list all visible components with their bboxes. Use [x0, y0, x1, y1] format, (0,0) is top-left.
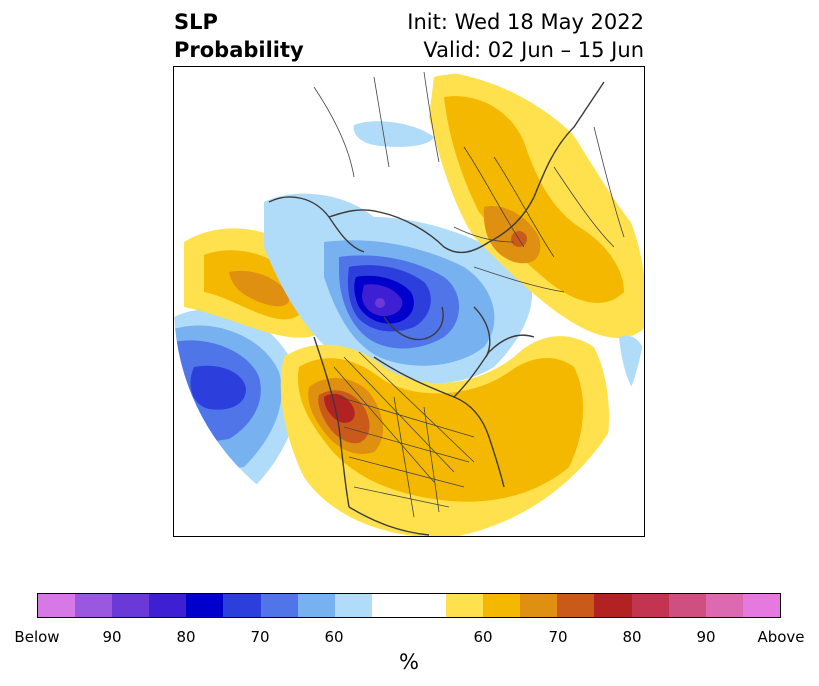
colorbar-swatch	[483, 594, 521, 617]
valid-date-range: Valid: 02 Jun – 15 Jun	[423, 38, 644, 62]
colorbar-swatch	[594, 594, 632, 617]
colorbar-swatch	[742, 594, 780, 617]
colorbar-swatch	[631, 594, 669, 617]
init-date: Init: Wed 18 May 2022	[407, 10, 644, 34]
colorbar-swatch	[557, 594, 595, 617]
colorbar-swatch	[186, 594, 224, 617]
arctic-below-area	[264, 193, 533, 384]
title-product: Probability	[174, 38, 304, 62]
colorbar-swatch	[149, 594, 187, 617]
colorbar-swatch	[75, 594, 113, 617]
title-variable: SLP	[174, 10, 218, 34]
colorbar-swatch	[297, 594, 335, 617]
atlantic-below-area	[619, 335, 644, 397]
colorbar-swatch	[260, 594, 298, 617]
colorbar-swatch	[520, 594, 558, 617]
colorbar-tick-label: 60	[324, 628, 344, 646]
siberia-below-area	[353, 121, 434, 147]
colorbar-unit: %	[399, 650, 419, 674]
colorbar-tick-label: 70	[548, 628, 568, 646]
colorbar-tick-label: Below	[14, 628, 60, 646]
colorbar-tick-label: 80	[176, 628, 196, 646]
colorbar-tick-label: 80	[622, 628, 642, 646]
pacific-below-area	[174, 309, 299, 497]
map-dates: Init: Wed 18 May 2022 Valid: 02 Jun – 15…	[407, 8, 644, 64]
colorbar-swatch	[371, 594, 447, 617]
colorbar-tick-label: Above	[757, 628, 805, 646]
colorbar-swatch	[705, 594, 743, 617]
colorbar	[37, 593, 781, 618]
map-panel	[173, 66, 645, 537]
colorbar-swatch	[223, 594, 261, 617]
coastlines	[268, 81, 605, 536]
colorbar-swatch	[334, 594, 372, 617]
colorbar-tick-label: 90	[696, 628, 716, 646]
colorbar-swatch	[38, 594, 76, 617]
eurasia-above-area	[429, 73, 644, 338]
colorbar-tick-label: 60	[473, 628, 493, 646]
colorbar-tick-label: 70	[250, 628, 270, 646]
colorbar-swatch	[446, 594, 484, 617]
north-america-above-area	[280, 336, 609, 536]
probability-map	[174, 71, 644, 536]
colorbar-tick-label: 90	[102, 628, 122, 646]
colorbar-swatch	[668, 594, 706, 617]
country-borders	[313, 71, 625, 518]
map-title: SLP Probability	[174, 8, 304, 64]
colorbar-swatch	[112, 594, 150, 617]
